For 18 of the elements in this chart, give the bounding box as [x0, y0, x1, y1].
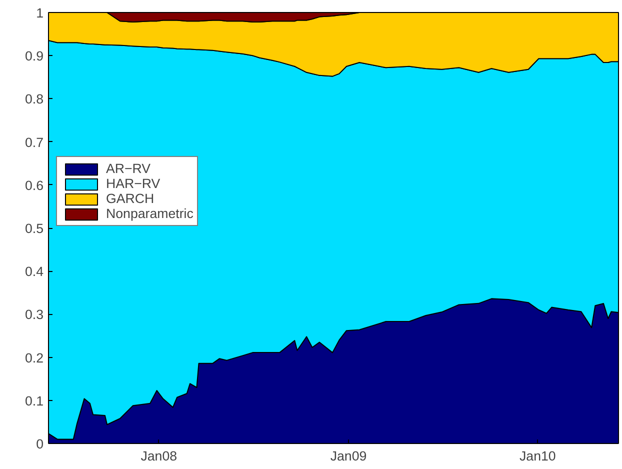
y-tick-label: 0.5 — [24, 221, 44, 236]
y-tick-label: 0.3 — [24, 307, 44, 322]
y-tick-label: 0.7 — [24, 134, 44, 150]
x-tick-label: Jan09 — [330, 448, 367, 464]
y-tick-label: 0.9 — [24, 48, 44, 64]
y-tick-label: 0.4 — [24, 264, 44, 280]
y-tick-label: 0.1 — [24, 393, 44, 408]
y-tick-label: 1 — [36, 6, 44, 20]
y-tick-label: 0.2 — [24, 350, 44, 366]
y-tick-label: 0 — [36, 436, 44, 452]
legend-label: AR−RV — [106, 161, 151, 176]
legend-label: GARCH — [106, 191, 154, 206]
x-tick-label: Jan10 — [520, 448, 556, 464]
y-tick-label: 0.8 — [24, 92, 44, 107]
x-tick-label: Jan08 — [140, 448, 178, 464]
y-tick-label: 0.6 — [24, 178, 44, 193]
legend-label: HAR−RV — [106, 176, 160, 191]
legend-label: Nonparametric — [106, 206, 194, 221]
